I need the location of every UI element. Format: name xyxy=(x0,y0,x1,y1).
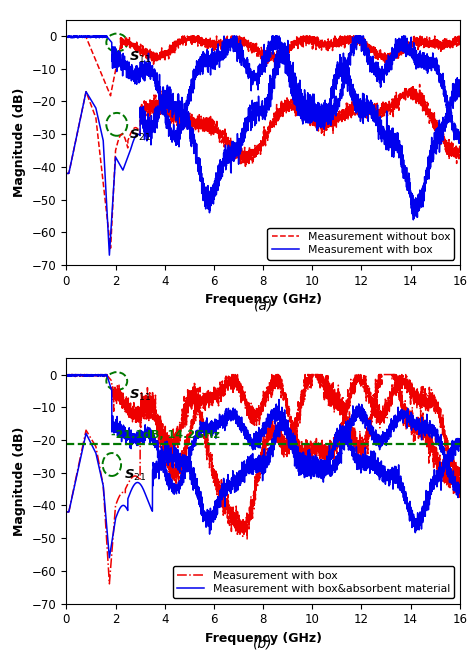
Measurement with box xyxy=(132,134,137,142)
Measurement with box xyxy=(407,422,413,430)
Measurement without box xyxy=(109,230,114,238)
Text: -21.1dB, 14.2GHz: -21.1dB, 14.2GHz xyxy=(110,430,219,440)
Measurement without box xyxy=(449,142,455,150)
X-axis label: Frequency (GHz): Frequency (GHz) xyxy=(205,632,321,645)
Measurement with box&absorbent material xyxy=(64,508,69,516)
Measurement with box&absorbent material xyxy=(107,554,112,562)
Line: Measurement with box: Measurement with box xyxy=(66,41,460,255)
Line: Measurement without box: Measurement without box xyxy=(66,85,460,248)
Text: (a): (a) xyxy=(254,298,273,312)
Measurement with box xyxy=(215,178,220,186)
Text: S$_{11}$: S$_{11}$ xyxy=(129,50,152,65)
Measurement with box&absorbent material xyxy=(457,441,463,449)
Measurement with box xyxy=(64,169,69,177)
Measurement without box xyxy=(417,81,422,89)
X-axis label: Frequency (GHz): Frequency (GHz) xyxy=(205,293,321,306)
Measurement without box xyxy=(215,129,220,137)
Measurement without box xyxy=(64,169,69,177)
Measurement with box xyxy=(407,179,413,187)
Measurement with box xyxy=(132,472,137,480)
Measurement with box&absorbent material xyxy=(132,480,137,488)
Measurement with box xyxy=(232,138,237,146)
Measurement with box xyxy=(232,516,237,524)
Measurement with box&absorbent material xyxy=(232,471,237,479)
Measurement with box&absorbent material xyxy=(109,541,114,549)
Measurement with box xyxy=(449,466,455,474)
Measurement without box xyxy=(407,87,413,94)
Measurement without box xyxy=(132,124,137,132)
Line: Measurement with box&absorbent material: Measurement with box&absorbent material xyxy=(66,410,460,558)
Legend: Measurement with box, Measurement with box&absorbent material: Measurement with box, Measurement with b… xyxy=(173,566,455,598)
Measurement with box&absorbent material xyxy=(449,457,455,465)
Y-axis label: Magnitude (dB): Magnitude (dB) xyxy=(13,426,27,535)
Measurement with box&absorbent material xyxy=(282,406,288,414)
Measurement without box xyxy=(457,150,463,157)
Text: S$_{21}$: S$_{21}$ xyxy=(124,468,147,483)
Measurement with box xyxy=(107,251,112,259)
Measurement with box xyxy=(449,89,455,96)
Measurement with box xyxy=(457,487,463,495)
Measurement without box xyxy=(108,244,113,252)
Measurement with box&absorbent material xyxy=(407,497,413,505)
Measurement with box xyxy=(107,580,112,588)
Measurement with box xyxy=(64,508,69,516)
Text: S$_{11}$: S$_{11}$ xyxy=(129,388,152,403)
Measurement without box xyxy=(232,147,237,155)
Measurement with box xyxy=(457,91,463,99)
Measurement with box xyxy=(285,37,291,45)
Measurement with box xyxy=(109,555,114,563)
Measurement with box xyxy=(302,371,308,379)
Line: Measurement with box: Measurement with box xyxy=(66,375,460,584)
Y-axis label: Magnitude (dB): Magnitude (dB) xyxy=(13,88,27,197)
Measurement with box&absorbent material xyxy=(215,510,220,518)
Text: S$_{21}$: S$_{21}$ xyxy=(129,128,152,143)
Measurement with box xyxy=(215,480,220,487)
Text: (b): (b) xyxy=(253,637,273,651)
Legend: Measurement without box, Measurement with box: Measurement without box, Measurement wit… xyxy=(267,228,455,260)
Measurement with box xyxy=(109,220,114,228)
